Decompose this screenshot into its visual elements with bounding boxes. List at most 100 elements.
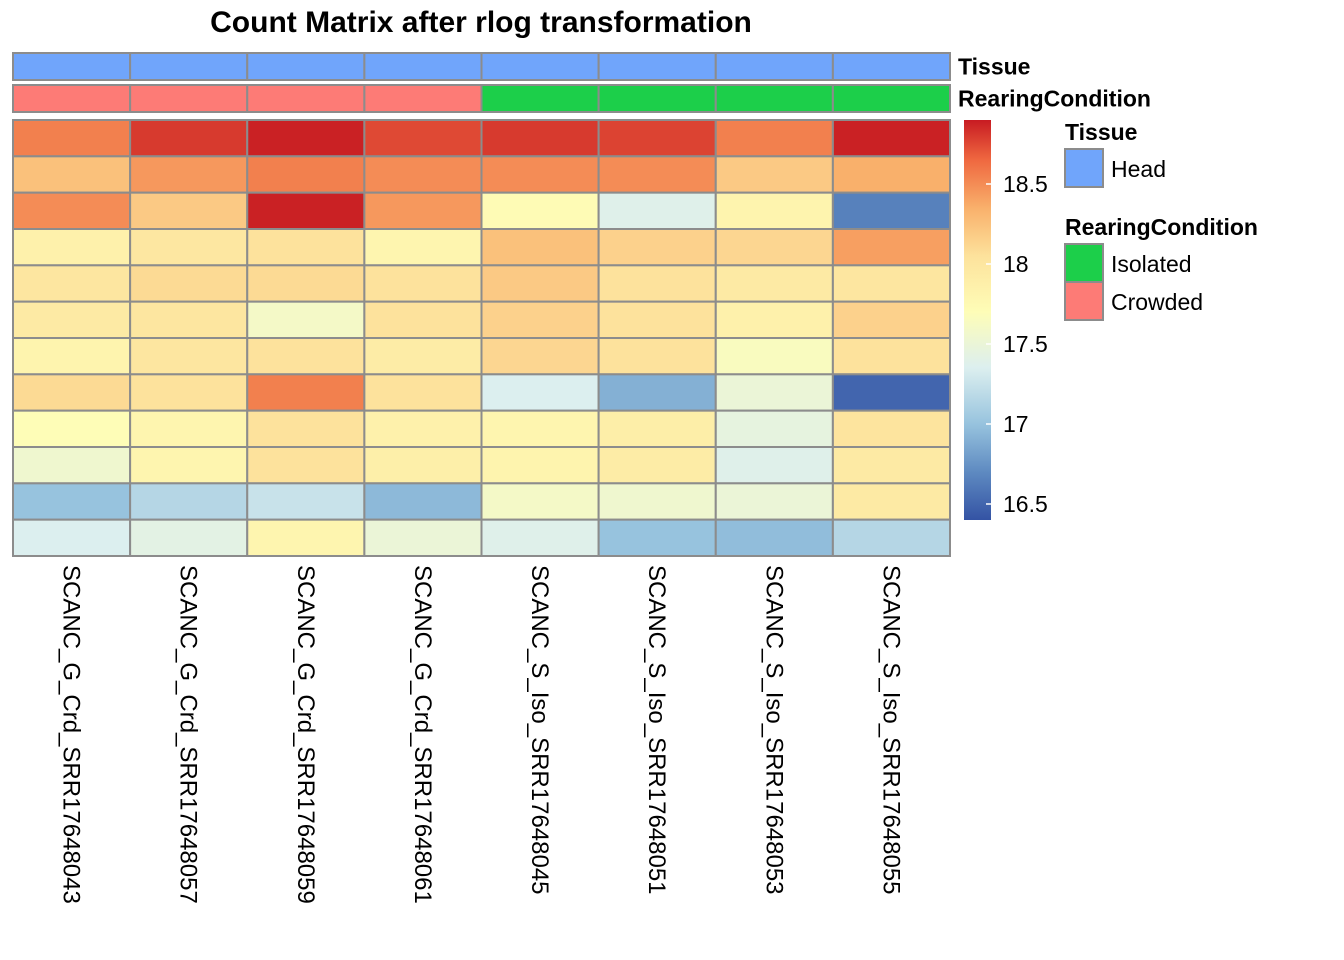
heatmap-cell-r2-c2: [129, 155, 249, 194]
heatmap-cell-r4-c3: [246, 228, 366, 267]
heatmap-cell-r3-c3: [246, 191, 366, 231]
heatmap-cell-r9-c6: [597, 409, 717, 448]
heatmap-cell-r5-c6: [597, 264, 717, 303]
annotation-cell-rearingcondition-8: [831, 84, 951, 113]
heatmap-cell-r1-c4: [363, 119, 483, 158]
heatmap-cell-r2-c8: [831, 155, 951, 194]
annotation-cell-tissue-7: [714, 52, 834, 81]
annotation-cell-tissue-2: [129, 52, 249, 81]
annotation-cell-rearingcondition-5: [480, 84, 600, 113]
heatmap-cell-r5-c1: [12, 264, 132, 303]
heatmap-cell-r8-c7: [714, 373, 834, 412]
heatmap-cell-r7-c7: [714, 337, 834, 376]
legend-title-tissue: Tissue: [1065, 119, 1137, 145]
heatmap-cell-r7-c4: [363, 337, 483, 376]
heatmap-cell-r3-c8: [831, 191, 951, 231]
heatmap-cell-r8-c2: [129, 373, 249, 412]
heatmap-cell-r8-c1: [12, 373, 132, 412]
heatmap-cell-r1-c5: [480, 119, 600, 158]
heatmap-cell-r10-c3: [246, 446, 366, 485]
heatmap-cell-r12-c3: [246, 518, 366, 558]
heatmap-cell-r10-c6: [597, 446, 717, 485]
heatmap-cell-r3-c2: [129, 191, 249, 231]
heatmap-cell-r12-c1: [12, 518, 132, 558]
heatmap-cell-r8-c6: [597, 373, 717, 412]
heatmap-cell-r9-c8: [831, 409, 951, 448]
heatmap-cell-r7-c5: [480, 337, 600, 376]
heatmap-cell-r3-c6: [597, 191, 717, 231]
color-scale-legend: 16.5 17 17.5 18 18.5: [964, 120, 1048, 520]
heatmap-cell-r12-c8: [831, 518, 951, 558]
column-labels: SCANC_G_Crd_SRR17648043 SCANC_G_Crd_SRR17…: [58, 565, 905, 904]
heatmap-cell-r12-c7: [714, 518, 834, 558]
heatmap-cell-r8-c8: [831, 373, 951, 412]
heatmap-cell-r12-c4: [363, 518, 483, 558]
color-scale-tick-label: 17: [1003, 411, 1029, 437]
heatmap-cell-r5-c2: [129, 264, 249, 303]
color-scale-tick-label: 18: [1003, 251, 1029, 277]
heatmap-cell-r3-c7: [714, 191, 834, 231]
heatmap-cell-r2-c5: [480, 155, 600, 194]
heatmap-cell-r9-c4: [363, 409, 483, 448]
annotation-cell-tissue-8: [831, 52, 951, 81]
heatmap-cell-r12-c5: [480, 518, 600, 558]
heatmap-cell-r9-c5: [480, 409, 600, 448]
annotation-bars: Tissue RearingCondition: [12, 52, 1151, 113]
heatmap-cell-r9-c7: [714, 409, 834, 448]
heatmap-cell-r10-c4: [363, 446, 483, 485]
heatmap-cell-r9-c3: [246, 409, 366, 448]
annotation-cell-tissue-6: [597, 52, 717, 81]
annotation-cell-rearingcondition-1: [12, 84, 132, 113]
legend-swatch-head: [1064, 148, 1104, 188]
legend-item-crowded: Crowded: [1111, 289, 1203, 315]
color-scale-bar: [964, 120, 991, 520]
column-label-8: SCANC_S_Iso_SRR17648055: [877, 565, 904, 895]
legend-item-isolated: Isolated: [1111, 251, 1192, 277]
heatmap-cell-r1-c7: [714, 119, 834, 158]
heatmap-cell-r1-c1: [12, 119, 132, 158]
heatmap-cell-r3-c1: [12, 191, 132, 231]
annotation-label-tissue: Tissue: [958, 54, 1030, 80]
heatmap-cell-r6-c8: [831, 300, 951, 339]
heatmap-cell-r10-c2: [129, 446, 249, 485]
heatmap-cell-r4-c8: [831, 228, 951, 267]
color-scale-tick-label: 18.5: [1003, 171, 1048, 197]
heatmap-cell-r11-c2: [129, 482, 249, 521]
legend-title-rearingcondition: RearingCondition: [1065, 214, 1258, 240]
heatmap-cell-r3-c4: [363, 191, 483, 231]
heatmap-cell-r6-c5: [480, 300, 600, 339]
heatmap-cell-r4-c5: [480, 228, 600, 267]
heatmap-cell-r3-c5: [480, 191, 600, 231]
column-label-1: SCANC_G_Crd_SRR17648043: [58, 565, 85, 904]
heatmap-cell-r6-c7: [714, 300, 834, 339]
heatmap-cell-r4-c7: [714, 228, 834, 267]
column-label-2: SCANC_G_Crd_SRR17648057: [175, 565, 202, 904]
heatmap-cell-r10-c5: [480, 446, 600, 485]
heatmap-cell-r5-c3: [246, 264, 366, 303]
heatmap-cell-r10-c7: [714, 446, 834, 485]
heatmap-cell-r1-c8: [831, 119, 951, 158]
heatmap-cell-r12-c2: [129, 518, 249, 558]
annotation-cell-rearingcondition-7: [714, 84, 834, 113]
heatmap-cell-r10-c8: [831, 446, 951, 485]
color-scale-tick-label: 17.5: [1003, 331, 1048, 357]
color-scale-tick-label: 16.5: [1003, 491, 1048, 517]
heatmap-cell-r5-c7: [714, 264, 834, 303]
heatmap-cell-r7-c1: [12, 337, 132, 376]
annotation-cell-rearingcondition-4: [363, 84, 483, 113]
heatmap-cell-r7-c2: [129, 337, 249, 376]
heatmap-cell-r8-c4: [363, 373, 483, 412]
heatmap-cell-r2-c4: [363, 155, 483, 194]
annotation-cell-tissue-5: [480, 52, 600, 81]
heatmap-cell-r11-c8: [831, 482, 951, 521]
heatmap-cell-r1-c3: [246, 119, 366, 158]
annotation-cell-tissue-1: [12, 52, 132, 81]
heatmap-cell-r6-c1: [12, 300, 132, 339]
heatmap-cell-r4-c1: [12, 228, 132, 267]
heatmap-cell-r10-c1: [12, 446, 132, 485]
legend-item-head: Head: [1111, 156, 1166, 182]
heatmap-cell-r1-c2: [129, 119, 249, 158]
heatmap-cells: [12, 119, 951, 558]
heatmap-cell-r9-c1: [12, 409, 132, 448]
